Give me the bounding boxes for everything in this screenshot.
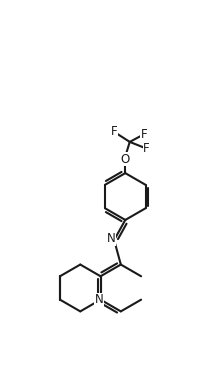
Text: F: F [111, 125, 118, 138]
Text: F: F [143, 142, 150, 155]
Text: N: N [106, 232, 115, 245]
Text: O: O [121, 153, 130, 166]
Text: F: F [141, 128, 148, 141]
Text: N: N [95, 293, 104, 306]
